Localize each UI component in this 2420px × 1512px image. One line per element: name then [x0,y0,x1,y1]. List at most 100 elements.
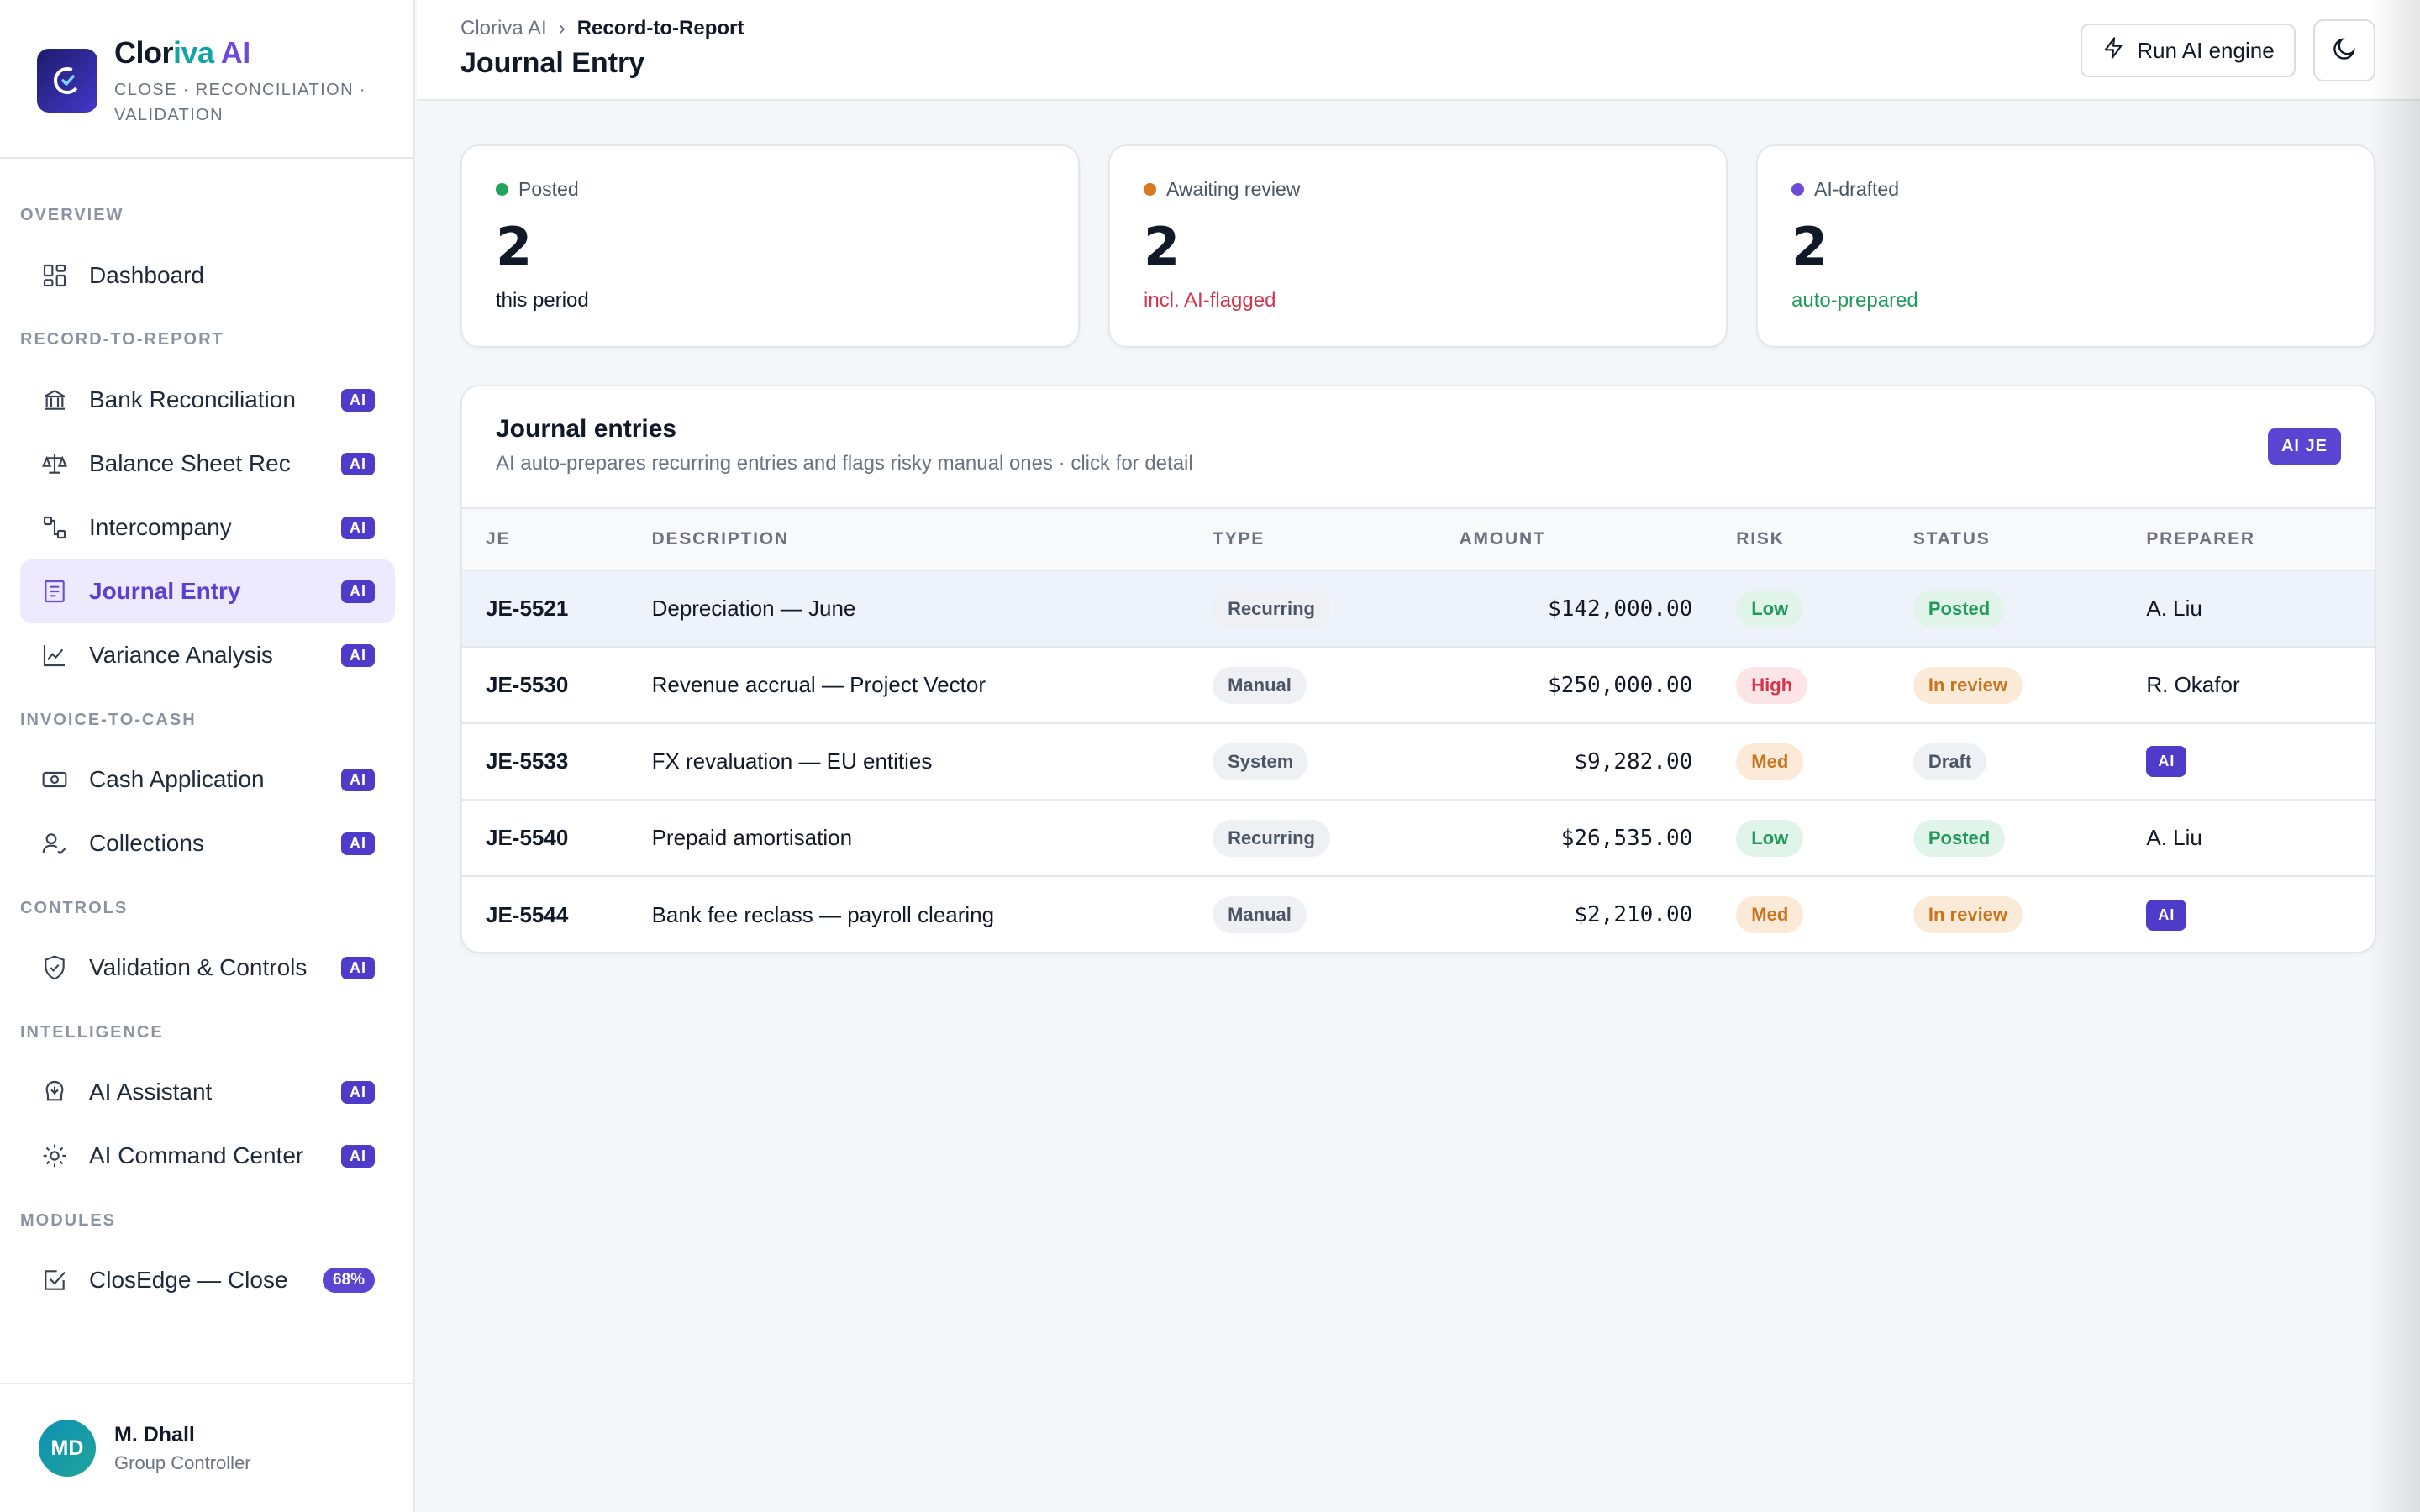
ai-badge: AI [341,956,375,979]
table-row[interactable]: JE-5530 Revenue accrual — Project Vector… [462,647,2375,723]
lightning-icon [2102,36,2125,66]
chart-line-icon [40,641,69,669]
je-description: FX revaluation — EU entities [651,748,933,774]
sidebar-item-label: AI Command Center [89,1142,304,1168]
je-description: Depreciation — June [651,596,856,621]
table-row[interactable]: JE-5540 Prepaid amortisation Recurring $… [462,800,2375,876]
risk-badge: Low [1736,819,1804,857]
risk-badge: Med [1736,743,1804,780]
user-check-icon [40,829,69,858]
risk-badge: High [1736,666,1808,704]
journal-entries-table: JE DESCRIPTION TYPE AMOUNT RISK STATUS P… [462,507,2375,952]
card-title: Journal entries [496,415,677,443]
status-dot [496,183,508,196]
je-amount: $2,210.00 [1574,902,1693,927]
table-row[interactable]: JE-5544 Bank fee reclass — payroll clear… [462,876,2375,952]
journal-entries-card: Journal entries AI auto-prepares recurri… [460,385,2376,953]
journal-icon [40,577,69,606]
sidebar-item-label: Bank Reconciliation [89,386,296,412]
ai-badge: AI [341,580,375,603]
stat-label: AI-drafted [1814,178,1899,200]
column-header-je[interactable]: JE [486,529,511,549]
je-description: Prepaid amortisation [651,825,853,850]
table-row[interactable]: JE-5521 Depreciation — June Recurring $1… [462,570,2375,647]
je-description: Bank fee reclass — payroll clearing [651,901,995,927]
preparer-name: R. Okafor [2146,672,2240,697]
sidebar-item-balance-sheet-rec[interactable]: Balance Sheet Rec AI [20,432,395,496]
ai-badge: AI [341,452,375,475]
sidebar-item-validation-controls[interactable]: Validation & Controls AI [20,936,395,1000]
sidebar-item-intercompany[interactable]: Intercompany AI [20,496,395,559]
column-header-preparer[interactable]: PREPARER [2146,529,2255,549]
nav-section-modules: MODULES [20,1211,116,1230]
stat-value: 2 [1791,216,1828,277]
sidebar-item-journal-entry[interactable]: Journal Entry AI [20,559,395,623]
status-badge: In review [1912,666,2023,704]
sidebar-item-variance-analysis[interactable]: Variance Analysis AI [20,623,395,687]
avatar: MD [39,1420,96,1477]
sidebar-item-label: Cash Application [89,766,265,792]
je-id: JE-5544 [486,901,569,927]
ai-badge: AI [341,643,375,667]
je-id: JE-5530 [486,672,569,697]
sidebar-item-ai-assistant[interactable]: AI Assistant AI [20,1060,395,1124]
column-header-risk[interactable]: RISK [1736,529,1785,549]
risk-badge: Med [1736,896,1804,933]
theme-toggle-button[interactable] [2313,19,2375,81]
nav-section-intelligence: INTELLIGENCE [20,1023,164,1042]
sidebar-item-collections[interactable]: Collections AI [20,811,395,875]
sidebar-item-closedge-close[interactable]: ClosEdge — Close 68% [20,1248,395,1312]
preparer-name: A. Liu [2146,596,2202,621]
preparer-ai-badge: AI [2146,899,2187,931]
sidebar-item-bank-reconciliation[interactable]: Bank Reconciliation AI [20,368,395,432]
shield-check-icon [40,953,69,982]
breadcrumb-current[interactable]: Record-to-Report [576,17,744,39]
nav-section-controls: CONTROLS [20,899,129,917]
stat-card-awaiting-review: Awaiting review 2 incl. AI-flagged [1108,144,1728,348]
ai-badge: AI [341,1144,375,1168]
sidebar-item-label: ClosEdge — Close [89,1267,288,1293]
ai-je-badge: AI JE [2267,428,2341,465]
stat-subtext: incl. AI-flagged [1144,289,1276,312]
breadcrumb-root[interactable]: Cloriva AI [460,17,547,39]
ai-badge: AI [341,1080,375,1104]
risk-badge: Low [1736,590,1804,627]
type-badge: Manual [1213,666,1307,704]
type-badge: Recurring [1213,819,1330,857]
checkbox-icon [40,1266,69,1294]
ai-badge: AI [341,768,375,791]
user-profile[interactable]: MD M. Dhall Group Controller [0,1383,415,1512]
sidebar-item-cash-application[interactable]: Cash Application AI [20,748,395,811]
sidebar-item-label: Balance Sheet Rec [89,450,291,476]
je-id: JE-5540 [486,825,569,850]
column-header-type[interactable]: TYPE [1213,529,1265,549]
status-badge: Draft [1912,743,1987,780]
je-amount: $142,000.00 [1548,596,1693,622]
drawer-edge-shadow [2370,0,2420,1512]
top-header: Cloriva AI › Record-to-Report Journal En… [417,0,2420,101]
scale-icon [40,449,69,478]
sidebar-item-ai-command-center[interactable]: AI Command Center AI [20,1124,395,1188]
column-header-description[interactable]: DESCRIPTION [651,529,789,549]
type-badge: Manual [1213,896,1307,933]
card-subtitle: AI auto-prepares recurring entries and f… [496,452,1193,475]
status-dot [1144,183,1156,196]
column-header-amount[interactable]: AMOUNT [1459,529,1546,549]
run-ai-engine-button[interactable]: Run AI engine [2081,24,2296,77]
brand: Cloriva AI CLOSE · RECONCILIATION · VALI… [0,0,413,159]
brand-logo-icon[interactable] [37,49,97,113]
status-badge: Posted [1912,819,2006,857]
stat-value: 2 [1144,216,1181,277]
je-id: JE-5533 [486,748,569,774]
je-id: JE-5521 [486,596,569,621]
user-role: Group Controller [114,1452,251,1473]
sidebar-item-label: Intercompany [89,514,232,540]
brain-icon [40,1078,69,1106]
progress-badge: 68% [322,1268,375,1293]
table-row[interactable]: JE-5533 FX revaluation — EU entities Sys… [462,723,2375,800]
je-amount: $26,535.00 [1560,825,1693,851]
sidebar-item-dashboard[interactable]: Dashboard [20,244,395,307]
flow-icon [40,513,69,542]
stat-label: Posted [518,178,579,200]
column-header-status[interactable]: STATUS [1912,529,1991,549]
